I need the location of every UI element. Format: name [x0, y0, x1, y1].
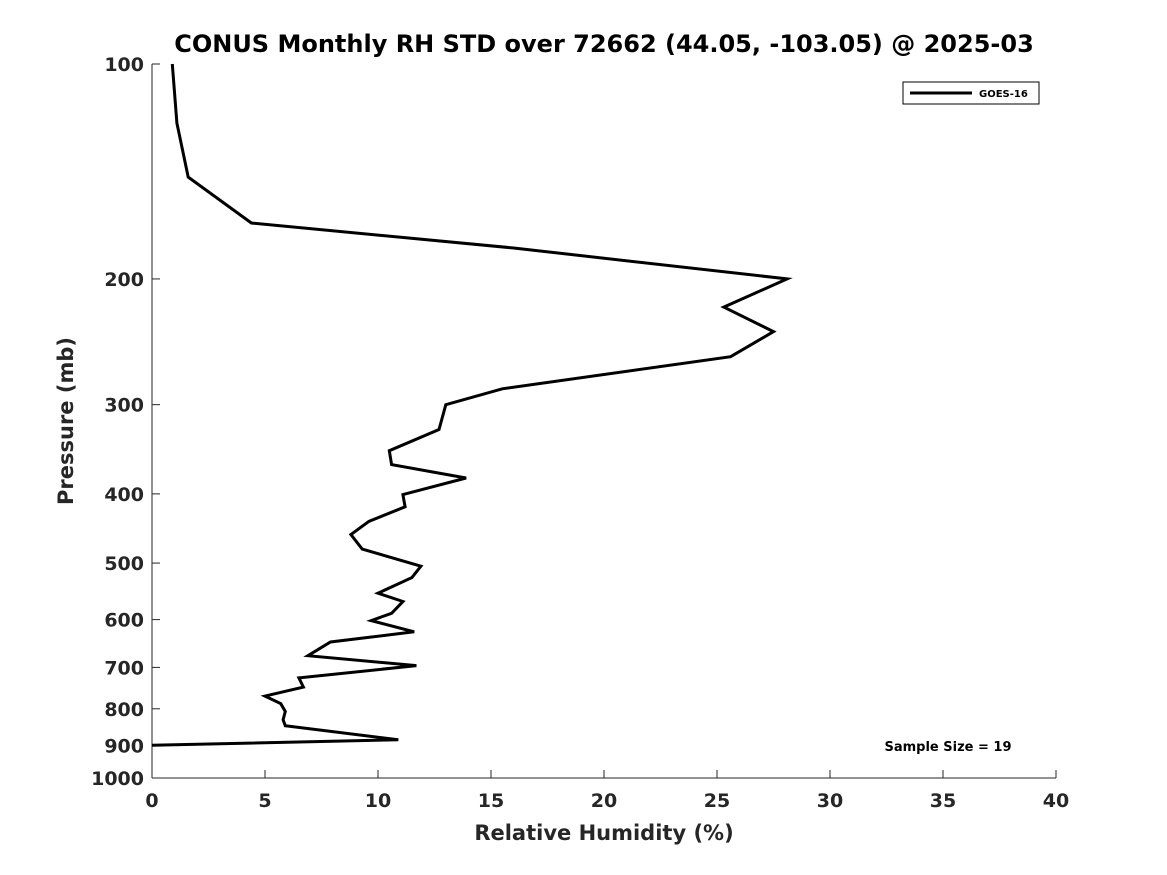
plot-area	[151, 63, 793, 747]
x-tick-label: 30	[817, 790, 843, 812]
y-tick-label: 400	[104, 484, 144, 506]
y-tick-label: 1000	[91, 768, 144, 790]
tick-labels: 0 5 10 15 20 25 30 35 40 100 200 300 400 500 600 700 800…	[91, 54, 1069, 812]
x-tick-label: 20	[591, 790, 617, 812]
x-tick-label: 25	[704, 790, 730, 812]
x-tick-label: 10	[365, 790, 391, 812]
x-tick-label: 5	[258, 790, 271, 812]
chart-title: CONUS Monthly RH STD over 72662 (44.05, …	[174, 30, 1034, 58]
y-tick-label: 800	[104, 699, 144, 721]
y-tick-label: 500	[104, 553, 144, 575]
x-tick-label: 35	[930, 790, 956, 812]
legend-label: GOES-16	[979, 89, 1028, 100]
y-tick-label: 600	[104, 610, 144, 632]
x-tick-label: 0	[145, 790, 158, 812]
y-tick-label: 700	[104, 657, 144, 679]
sample-size-note: Sample Size = 19	[884, 740, 1011, 755]
y-tick-label: 900	[104, 735, 144, 757]
x-tick-label: 15	[478, 790, 504, 812]
y-tick-label: 200	[104, 269, 144, 291]
x-axis-label: Relative Humidity (%)	[474, 821, 733, 845]
y-tick-label: 300	[104, 395, 144, 417]
series-line-goes-16	[151, 63, 793, 747]
x-tick-label: 40	[1043, 790, 1069, 812]
y-axis-label: Pressure (mb)	[54, 337, 78, 505]
legend: GOES-16	[902, 81, 1040, 105]
y-tick-label: 100	[104, 54, 144, 76]
